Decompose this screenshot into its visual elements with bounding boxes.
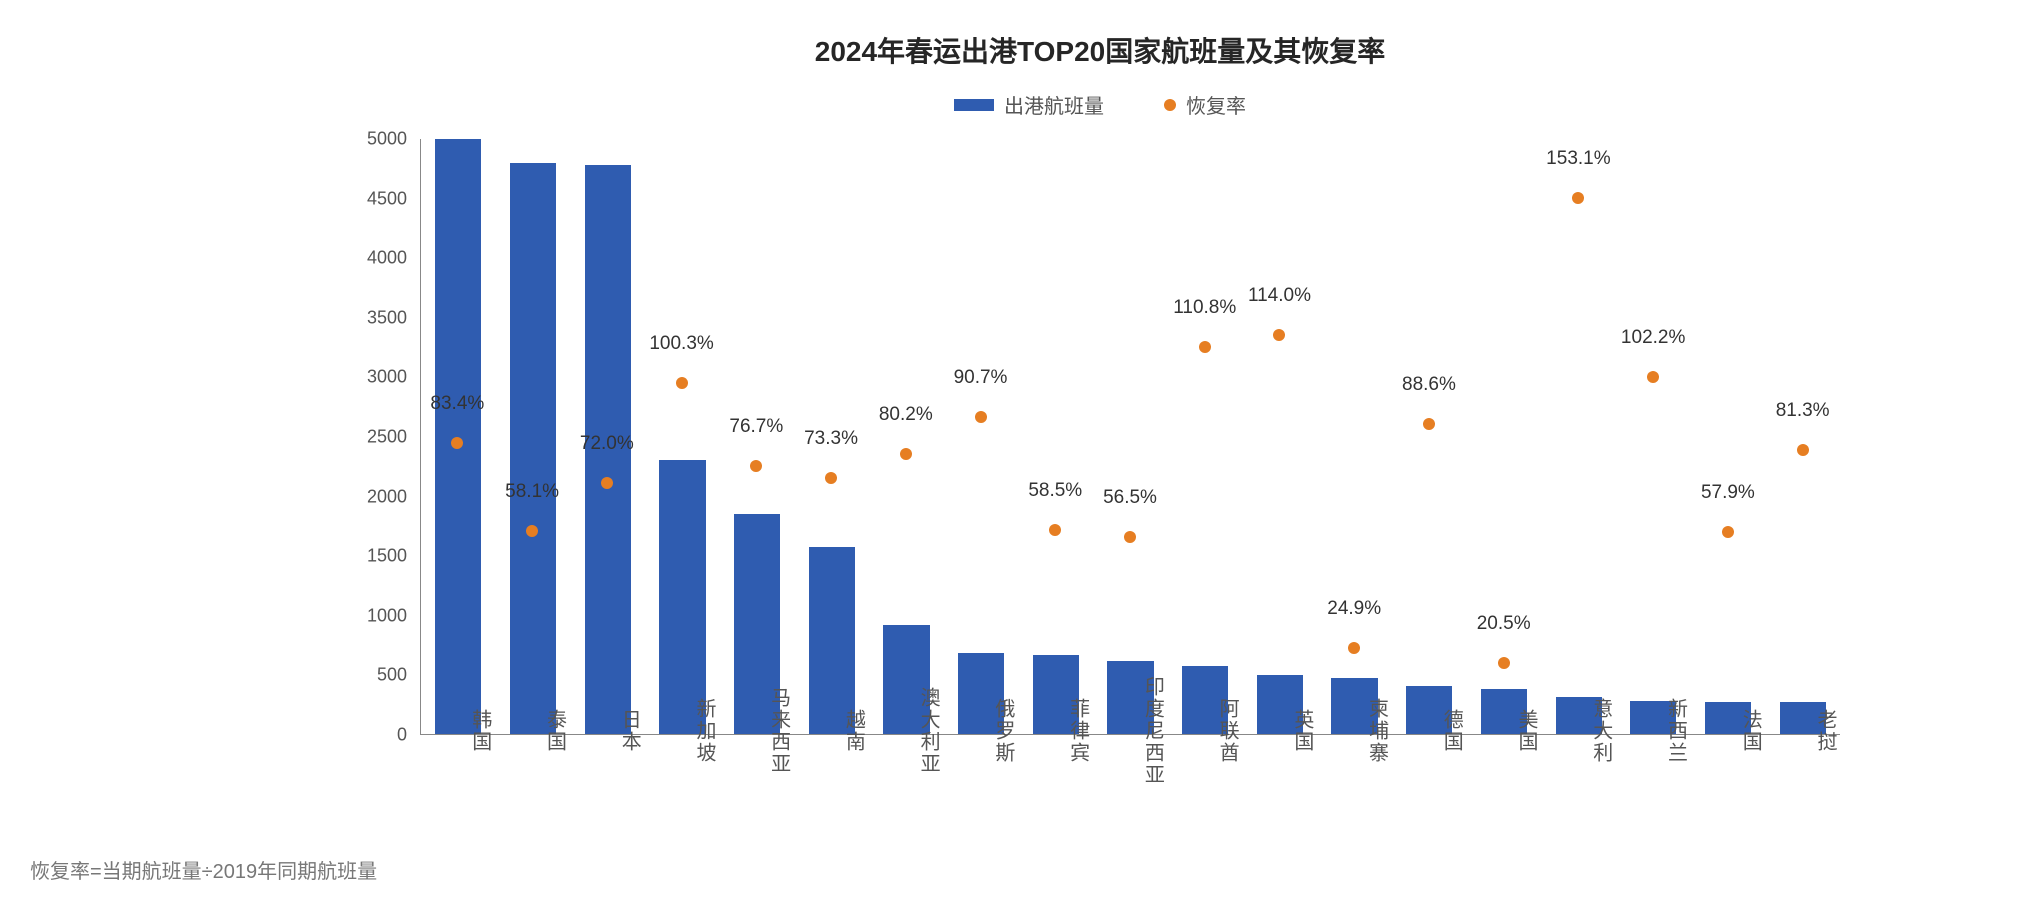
x-tick-label: 韩国	[420, 659, 495, 795]
footnote: 恢复率=当期航班量÷2019年同期航班量	[30, 855, 377, 884]
bar-group	[421, 139, 496, 734]
x-tick-label: 法国	[1690, 659, 1765, 795]
x-tick-label: 新加坡	[644, 659, 719, 795]
y-tick-label: 5000	[367, 129, 407, 150]
x-tick-label: 越南	[794, 659, 869, 795]
x-tick-label: 马来西亚	[719, 659, 794, 795]
x-tick-label: 美国	[1466, 659, 1541, 795]
y-tick-label: 3500	[367, 307, 407, 328]
y-axis: 0500100015002000250030003500400045005000	[360, 139, 415, 735]
x-tick-label: 俄罗斯	[943, 659, 1018, 795]
legend-item-scatter: 恢复率	[1164, 90, 1246, 119]
y-tick-label: 1000	[367, 605, 407, 626]
y-tick-label: 2500	[367, 427, 407, 448]
x-tick-label: 泰国	[495, 659, 570, 795]
y-tick-label: 4500	[367, 188, 407, 209]
bar-group	[1541, 139, 1616, 734]
x-tick-label: 柬埔寨	[1317, 659, 1392, 795]
legend-scatter-label: 恢复率	[1186, 90, 1246, 119]
legend-bar-label: 出港航班量	[1004, 90, 1104, 119]
x-tick-label: 印度尼西亚	[1093, 659, 1168, 795]
bar-group	[944, 139, 1019, 734]
bar-group	[1168, 139, 1243, 734]
x-tick-label: 新西兰	[1616, 659, 1691, 795]
bar-group	[1317, 139, 1392, 734]
plot-area: 0500100015002000250030003500400045005000…	[420, 139, 1840, 795]
bar	[510, 163, 556, 734]
x-tick-label: 德国	[1392, 659, 1467, 795]
bar-group	[869, 139, 944, 734]
x-tick-label: 意大利	[1541, 659, 1616, 795]
y-tick-label: 500	[377, 665, 407, 686]
y-tick-label: 1500	[367, 546, 407, 567]
x-tick-label: 菲律宾	[1018, 659, 1093, 795]
legend-dot-swatch	[1164, 99, 1176, 111]
x-tick-label: 英国	[1242, 659, 1317, 795]
bar-group	[1243, 139, 1318, 734]
y-tick-label: 4000	[367, 248, 407, 269]
x-tick-label: 澳大利亚	[868, 659, 943, 795]
legend-item-bar: 出港航班量	[954, 90, 1104, 119]
x-tick-label: 老挝	[1765, 659, 1840, 795]
x-tick-label: 阿联酋	[1167, 659, 1242, 795]
bar-group	[1019, 139, 1094, 734]
bar-group	[1616, 139, 1691, 734]
y-tick-label: 0	[397, 725, 407, 746]
x-tick-label: 日本	[569, 659, 644, 795]
bar-group	[645, 139, 720, 734]
bar-group	[794, 139, 869, 734]
bars-area	[420, 139, 1840, 735]
bar-group	[1467, 139, 1542, 734]
legend-bar-swatch	[954, 99, 994, 111]
y-tick-label: 3000	[367, 367, 407, 388]
bar-group	[570, 139, 645, 734]
bar-group	[496, 139, 571, 734]
chart-legend: 出港航班量 恢复率	[360, 90, 1840, 119]
bar-group	[1093, 139, 1168, 734]
bar	[435, 139, 481, 734]
x-axis-labels: 韩国泰国日本新加坡马来西亚越南澳大利亚俄罗斯菲律宾印度尼西亚阿联酋英国柬埔寨德国…	[420, 659, 1840, 795]
bar-group	[1691, 139, 1766, 734]
chart-container: 2024年春运出港TOP20国家航班量及其恢复率 出港航班量 恢复率 05001…	[360, 30, 1840, 810]
bar-group	[1392, 139, 1467, 734]
bar	[585, 165, 631, 734]
bar-group	[720, 139, 795, 734]
y-tick-label: 2000	[367, 486, 407, 507]
chart-title: 2024年春运出港TOP20国家航班量及其恢复率	[360, 30, 1840, 70]
bar-group	[1765, 139, 1840, 734]
